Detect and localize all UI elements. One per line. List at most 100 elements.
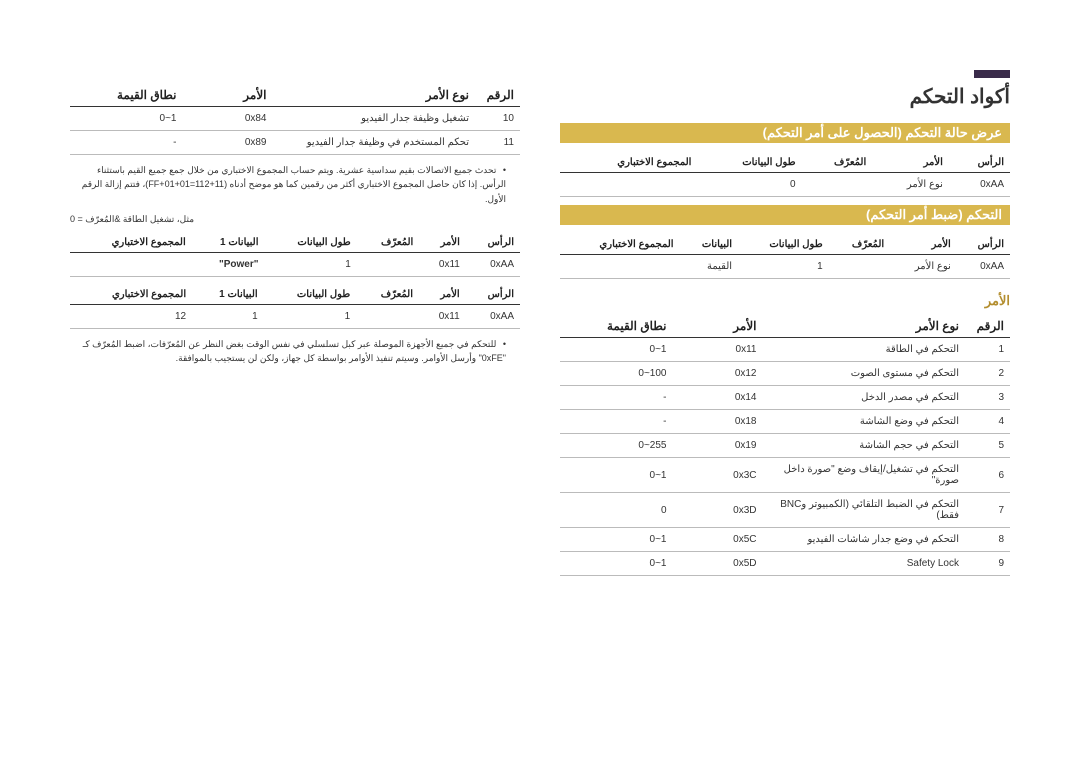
th-data: البيانات: [680, 235, 738, 255]
th-id: المُعرّف: [829, 235, 890, 255]
cell: 0: [697, 173, 801, 197]
cell: -: [560, 386, 673, 410]
cell: 1: [965, 338, 1010, 362]
cell: 0~1: [560, 338, 673, 362]
cell: 0x84: [183, 107, 273, 131]
cell: القيمة: [680, 255, 738, 279]
cell: 8: [965, 528, 1010, 552]
protocol-set-table: الرأس الأمر المُعرّف طول البيانات البيان…: [560, 235, 1010, 279]
cell: التحكم في حجم الشاشة: [763, 434, 966, 458]
th-head: الرأس: [466, 233, 520, 253]
cell: 0~255: [560, 434, 673, 458]
cell: 5: [965, 434, 1010, 458]
cell: التحكم في تشغيل/إيقاف وضع "صورة داخل صور…: [763, 458, 966, 493]
page-title: أكواد التحكم: [560, 84, 1010, 109]
cell: 0x89: [183, 131, 273, 155]
cell: 0x3C: [673, 458, 763, 493]
th-cmd: الأمر: [419, 233, 466, 253]
cell: 0~1: [70, 107, 183, 131]
cell: 1: [264, 252, 356, 276]
th-id: المُعرّف: [802, 153, 873, 173]
cell: 0x11: [419, 304, 466, 328]
cell: التحكم في وضع الشاشة: [763, 410, 966, 434]
cell: 0xAA: [957, 255, 1010, 279]
th-range: نطاق القيمة: [70, 84, 183, 107]
cell: نوع الأمر: [872, 173, 949, 197]
cell: [356, 304, 419, 328]
cell: التحكم في وضع جدار شاشات الفيديو: [763, 528, 966, 552]
cell: -: [560, 410, 673, 434]
cell: التحكم في مصدر الدخل: [763, 386, 966, 410]
cell: تحكم المستخدم في وظيفة جدار الفيديو: [273, 131, 476, 155]
th-name: نوع الأمر: [273, 84, 476, 107]
cell: -: [70, 131, 183, 155]
cell: تشغيل وظيفة جدار الفيديو: [273, 107, 476, 131]
cell: 0xAA: [466, 304, 520, 328]
cell: التحكم في مستوى الصوت: [763, 362, 966, 386]
section-cmd: الأمر: [560, 293, 1010, 309]
th-data: البيانات 1: [192, 233, 265, 253]
th-data: البيانات 1: [192, 285, 264, 305]
th-head: الرأس: [949, 153, 1010, 173]
cell: 0~1: [560, 528, 673, 552]
th-name: نوع الأمر: [763, 315, 966, 338]
cell: 7: [965, 493, 1010, 528]
cell: نوع الأمر: [890, 255, 957, 279]
cell: 12: [70, 304, 192, 328]
cell: [560, 173, 697, 197]
cell: 4: [965, 410, 1010, 434]
note-all: • للتحكم في جميع الأجهزة الموصلة عبر كبل…: [70, 337, 506, 366]
cell: 11: [475, 131, 520, 155]
cell: [357, 252, 420, 276]
cell: 2: [965, 362, 1010, 386]
cell: [560, 255, 680, 279]
cell: 1: [264, 304, 357, 328]
th-len: طول البيانات: [264, 285, 357, 305]
cell: 0x11: [419, 252, 466, 276]
commands-table-right: الرقم نوع الأمر الأمر نطاق القيمة 1التحك…: [560, 315, 1010, 576]
cell: 3: [965, 386, 1010, 410]
cell: 0x18: [673, 410, 763, 434]
th-cmd: الأمر: [872, 153, 949, 173]
cell: "Power": [192, 252, 265, 276]
th-len: طول البيانات: [697, 153, 801, 173]
cell: 1: [192, 304, 264, 328]
cell: 0~1: [560, 552, 673, 576]
th-cmd: الأمر: [890, 235, 957, 255]
cell: التحكم في الطاقة: [763, 338, 966, 362]
note-text: تحدث جميع الاتصالات بقيم سداسية عشرية. و…: [82, 165, 506, 204]
th-len: طول البيانات: [738, 235, 829, 255]
protocol-get-table: الرأس الأمر المُعرّف طول البيانات المجمو…: [560, 153, 1010, 197]
cell: 1: [738, 255, 829, 279]
cell: 0~100: [560, 362, 673, 386]
section-set: التحكم (ضبط أمر التحكم): [560, 205, 1010, 225]
th-code: الأمر: [673, 315, 763, 338]
cell: [70, 252, 192, 276]
cell: 0xAA: [466, 252, 520, 276]
note-text: للتحكم في جميع الأجهزة الموصلة عبر كبل ت…: [83, 339, 506, 363]
cell: 0x11: [673, 338, 763, 362]
th-sum: المجموع الاختباري: [70, 285, 192, 305]
cell: 0xAA: [949, 173, 1010, 197]
th-num: الرقم: [475, 84, 520, 107]
commands-table-left: الرقم نوع الأمر الأمر نطاق القيمة 10تشغي…: [70, 84, 520, 155]
cell: 0x12: [673, 362, 763, 386]
th-id: المُعرّف: [356, 285, 419, 305]
cell: 0~1: [560, 458, 673, 493]
th-cmd: الأمر: [419, 285, 466, 305]
cell: التحكم في الضبط التلقائي (الكمبيوتر وBNC…: [763, 493, 966, 528]
cell: 0x19: [673, 434, 763, 458]
th-range: نطاق القيمة: [560, 315, 673, 338]
th-code: الأمر: [183, 84, 273, 107]
cell: [829, 255, 890, 279]
cell: 0x5D: [673, 552, 763, 576]
cell: 6: [965, 458, 1010, 493]
example-table-1: الرأس الأمر المُعرّف طول البيانات البيان…: [70, 233, 520, 277]
cell: 0: [560, 493, 673, 528]
th-id: المُعرّف: [357, 233, 420, 253]
th-sum: المجموع الاختباري: [560, 153, 697, 173]
th-sum: المجموع الاختباري: [70, 233, 192, 253]
th-num: الرقم: [965, 315, 1010, 338]
cell: Safety Lock: [763, 552, 966, 576]
th-head: الرأس: [466, 285, 520, 305]
